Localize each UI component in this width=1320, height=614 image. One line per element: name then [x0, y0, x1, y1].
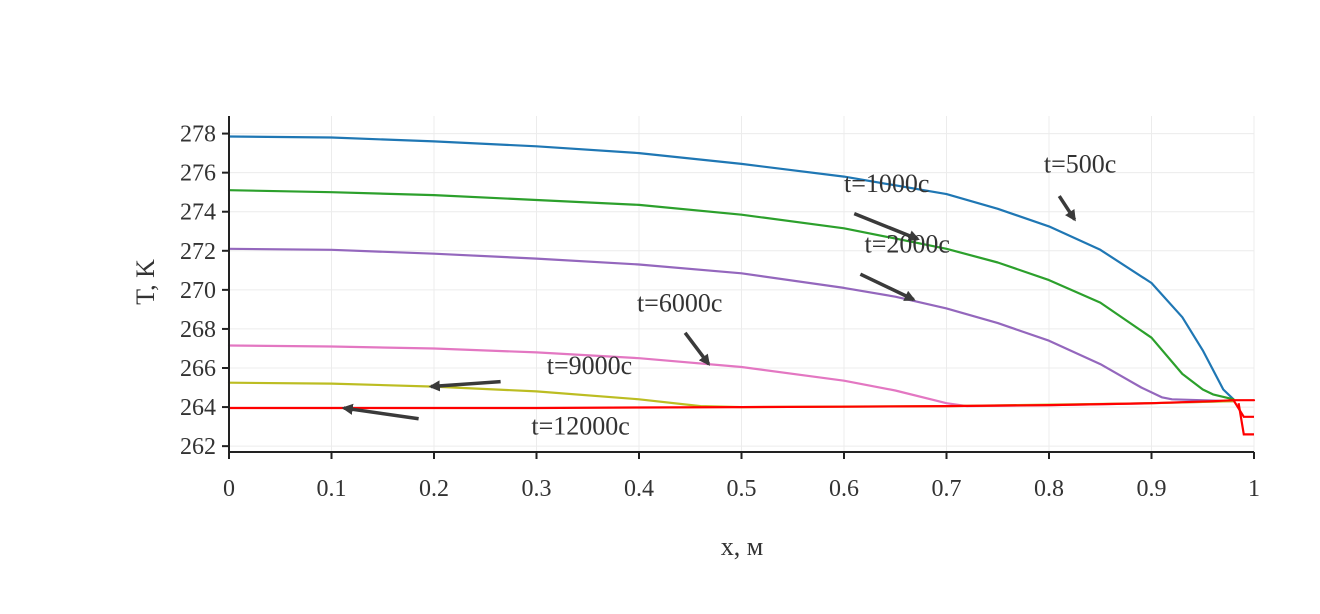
annotation-label: t=12000с	[531, 411, 629, 440]
annotation-arrow	[853, 212, 920, 241]
annotations: t=500с t=1000с t=2000с t=6000с t=9000с t=1200…	[341, 150, 1116, 440]
y-tick-label: 264	[180, 395, 216, 421]
x-tick-label: 0	[223, 476, 235, 502]
series-line-1	[227, 135, 1235, 401]
series-line-2	[227, 189, 1235, 401]
x-tick-label: 0.2	[419, 476, 449, 502]
annotation-label: t=2000с	[865, 230, 950, 259]
series-line-3	[227, 247, 1235, 403]
series-edge-segment-1	[1232, 399, 1254, 418]
x-tick-label: 0.4	[624, 476, 654, 502]
x-tick-label: 0.6	[829, 476, 859, 502]
ticks: 0 0.1 0.2 0.3 0.4 0.5 0.6 0.7 0.8 0.9 1 262 264 266 26…	[180, 122, 1260, 502]
y-tick-label: 262	[180, 434, 216, 460]
series-line-6	[227, 399, 1256, 410]
annotation-arrow	[683, 331, 711, 366]
x-tick-label: 0.5	[727, 476, 757, 502]
x-tick-label: 0.1	[317, 476, 347, 502]
x-tick-label: 1	[1248, 476, 1260, 502]
y-tick-label: 278	[180, 122, 216, 148]
y-tick-label: 276	[180, 161, 216, 187]
y-tick-label: 272	[180, 239, 216, 265]
annotation-label: t=1000с	[844, 169, 929, 198]
x-axis-title: x, м	[721, 532, 763, 561]
y-tick-label: 268	[180, 317, 216, 343]
annotation-label: t=500с	[1044, 150, 1116, 179]
series-layer	[227, 135, 1256, 436]
y-tick-label: 266	[180, 356, 216, 382]
x-tick-label: 0.9	[1137, 476, 1167, 502]
annotation-label: t=9000с	[547, 351, 632, 380]
x-tick-label: 0.3	[522, 476, 552, 502]
series-edge-segment-2	[1237, 403, 1254, 436]
x-tick-label: 0.7	[932, 476, 962, 502]
annotation-arrow	[341, 403, 419, 421]
y-tick-label: 274	[180, 200, 216, 226]
y-axis-title: T, K	[131, 259, 160, 305]
y-tick-label: 270	[180, 278, 216, 304]
x-tick-label: 0.8	[1034, 476, 1064, 502]
annotation-arrow	[859, 272, 916, 302]
series-line-4	[227, 344, 1235, 408]
annotation-label: t=6000с	[637, 288, 722, 317]
annotation-arrow	[428, 379, 501, 392]
annotation-arrow	[1057, 195, 1077, 222]
